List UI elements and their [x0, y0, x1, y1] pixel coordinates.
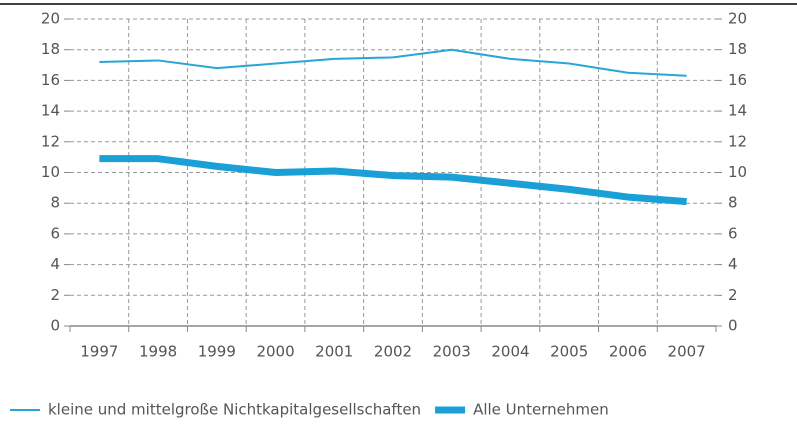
y-tick-label: 8: [50, 194, 60, 212]
y2-tick-label: 6: [728, 224, 738, 242]
x-tick-label: 1999: [198, 343, 236, 361]
y-tick-label: 6: [50, 224, 60, 242]
y2-tick-label: 12: [728, 132, 747, 150]
series-line: [99, 48, 687, 77]
y-tick-label: 16: [41, 71, 60, 89]
x-tick-label: 2005: [550, 343, 588, 361]
x-tick-label: 2003: [433, 343, 471, 361]
x-tick-label: 2006: [609, 343, 647, 361]
legend-label: Alle Unternehmen: [473, 401, 609, 419]
y-tick-label: 12: [41, 132, 60, 150]
x-tick-label: 2007: [668, 343, 706, 361]
y2-tick-label: 16: [728, 71, 747, 89]
y-tick-label: 0: [50, 317, 60, 335]
x-tick-label: 1998: [139, 343, 177, 361]
y-tick-label: 4: [50, 255, 60, 273]
x-tick-label: 1997: [80, 343, 118, 361]
series-line: [99, 155, 687, 206]
y-tick-label: 20: [41, 10, 60, 28]
y2-tick-label: 0: [728, 317, 738, 335]
y2-tick-label: 4: [728, 255, 738, 273]
y-tick-label: 14: [41, 102, 60, 120]
legend-label: kleine und mittelgroße Nichtkapitalgesel…: [48, 401, 421, 419]
y2-tick-label: 8: [728, 194, 738, 212]
x-tick-label: 2004: [491, 343, 529, 361]
x-tick-label: 2002: [374, 343, 412, 361]
y2-tick-label: 20: [728, 10, 747, 28]
x-tick-label: 2000: [256, 343, 294, 361]
y2-tick-label: 18: [728, 40, 747, 58]
y-tick-label: 18: [41, 40, 60, 58]
x-tick-label: 2001: [315, 343, 353, 361]
y2-tick-label: 2: [728, 286, 738, 304]
y2-tick-label: 10: [728, 163, 747, 181]
y2-tick-label: 14: [728, 102, 747, 120]
y-tick-label: 10: [41, 163, 60, 181]
y-tick-label: 2: [50, 286, 60, 304]
